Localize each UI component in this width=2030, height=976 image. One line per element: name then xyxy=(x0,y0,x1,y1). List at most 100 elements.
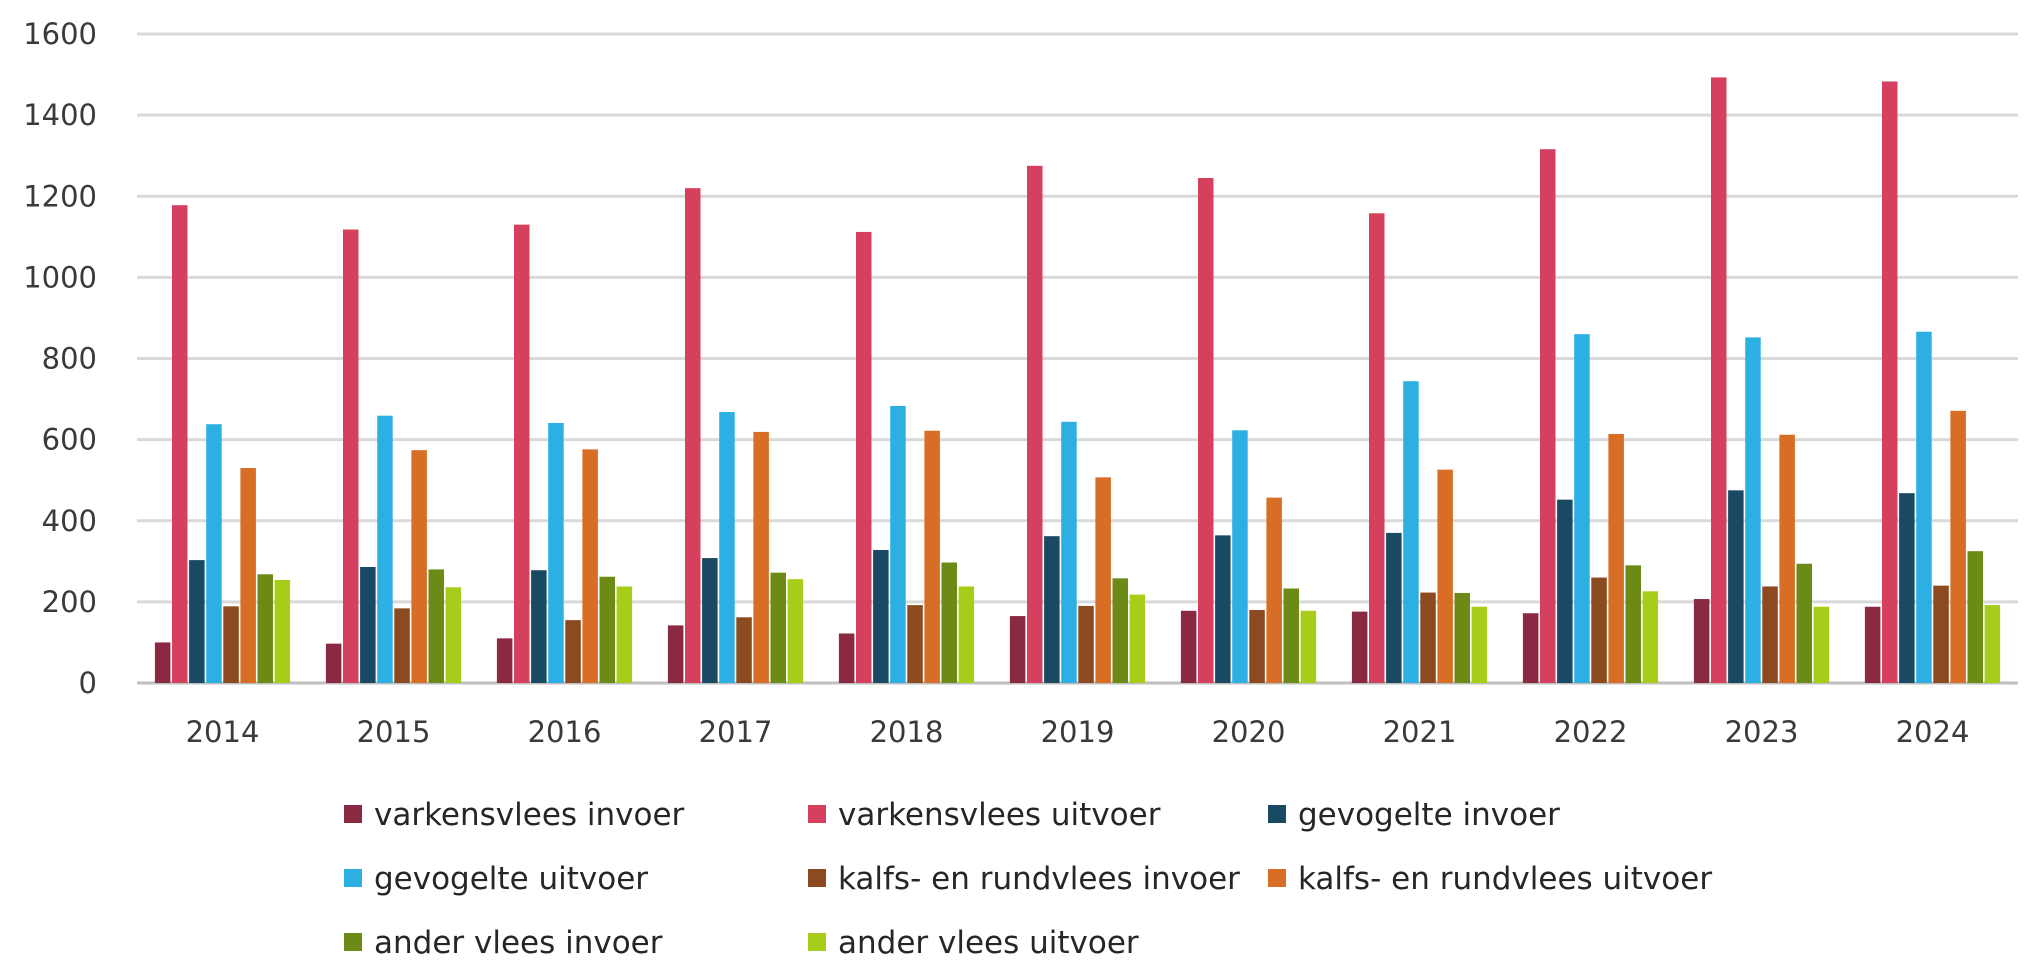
bar xyxy=(1864,606,1881,683)
y-tick-label: 1000 xyxy=(23,260,97,294)
bar xyxy=(1027,165,1043,683)
bar xyxy=(890,405,906,683)
bar xyxy=(1540,149,1556,683)
bar xyxy=(360,566,376,683)
bar xyxy=(1608,433,1624,683)
x-tick-label: 2022 xyxy=(1554,715,1628,749)
bar xyxy=(1044,536,1060,683)
bar xyxy=(1061,421,1077,683)
x-tick-label: 2024 xyxy=(1896,715,1970,749)
bar xyxy=(1642,591,1659,683)
bar xyxy=(924,430,940,683)
bar xyxy=(496,638,513,683)
bar xyxy=(958,586,975,683)
bar xyxy=(616,586,633,683)
bar xyxy=(702,558,718,683)
bar xyxy=(1009,616,1026,683)
legend-swatch xyxy=(808,805,826,823)
bar xyxy=(1557,499,1573,683)
bar xyxy=(343,229,359,684)
bar xyxy=(223,606,239,683)
legend-label: ander vlees invoer xyxy=(374,925,663,961)
bar xyxy=(1437,469,1453,683)
bar xyxy=(685,188,701,683)
bar xyxy=(565,620,581,683)
bar xyxy=(1984,605,2001,683)
bar xyxy=(428,569,444,683)
bar xyxy=(445,587,462,683)
bar xyxy=(1916,331,1932,683)
bar xyxy=(1967,551,1983,683)
x-tick-label: 2015 xyxy=(357,715,431,749)
bar xyxy=(1403,381,1419,683)
bar xyxy=(770,572,786,683)
legend-swatch xyxy=(1268,869,1286,887)
bar xyxy=(838,633,855,683)
legend-swatch xyxy=(808,933,826,951)
bar xyxy=(667,625,684,683)
bar xyxy=(1129,594,1146,683)
y-tick-label: 400 xyxy=(42,504,97,538)
bar xyxy=(1180,610,1197,683)
legend-label: gevogelte uitvoer xyxy=(374,861,648,897)
bar xyxy=(172,205,188,683)
bar xyxy=(736,617,752,683)
bar xyxy=(1351,611,1368,683)
legend-swatch xyxy=(808,869,826,887)
x-tick-label: 2021 xyxy=(1383,715,1457,749)
bar xyxy=(1471,606,1488,683)
bar xyxy=(1232,430,1248,683)
x-axis-tick-labels: 2014 2015 2016 2017 2018 2019 2020 2021 2022 2023… xyxy=(186,715,1970,749)
bar xyxy=(1249,609,1265,683)
bar xyxy=(548,422,564,683)
bar xyxy=(856,231,872,683)
legend-label: gevogelte invoer xyxy=(1298,797,1560,833)
bar xyxy=(1728,490,1744,683)
bar xyxy=(1215,535,1231,683)
x-tick-label: 2020 xyxy=(1212,715,1286,749)
bar xyxy=(1369,213,1385,683)
x-tick-label: 2019 xyxy=(1041,715,1115,749)
bar xyxy=(1095,477,1111,683)
y-tick-label: 600 xyxy=(42,423,97,457)
bar xyxy=(1112,578,1128,683)
bar xyxy=(274,579,291,683)
bar xyxy=(1762,586,1778,683)
bar xyxy=(873,549,889,683)
bar xyxy=(907,605,923,683)
legend-swatch xyxy=(344,805,362,823)
bar xyxy=(599,576,615,683)
bar xyxy=(1779,434,1795,683)
bar xyxy=(411,450,427,683)
bar xyxy=(154,642,171,683)
bar xyxy=(582,449,598,683)
legend-swatch xyxy=(1268,805,1286,823)
legend-label: kalfs- en rundvlees uitvoer xyxy=(1298,861,1712,897)
bar xyxy=(1266,497,1282,683)
legend: varkensvlees invoer varkensvlees uitvoer g… xyxy=(344,797,1712,961)
bar xyxy=(1574,334,1590,683)
y-tick-label: 0 xyxy=(79,666,97,700)
x-tick-label: 2018 xyxy=(870,715,944,749)
y-tick-label: 800 xyxy=(42,342,97,376)
x-tick-label: 2014 xyxy=(186,715,260,749)
bar xyxy=(1078,605,1094,683)
bar xyxy=(257,574,273,683)
legend-label: varkensvlees invoer xyxy=(374,797,685,833)
bar xyxy=(1899,493,1915,683)
legend-label: kalfs- en rundvlees invoer xyxy=(838,861,1240,897)
bar xyxy=(1882,81,1898,683)
y-axis-tick-labels: 0 200 400 600 800 1000 1200 1400 1600 xyxy=(23,17,97,700)
bar xyxy=(1745,337,1761,683)
bar xyxy=(753,431,769,683)
bar xyxy=(1813,606,1830,683)
bar xyxy=(531,570,547,683)
bar xyxy=(1522,613,1539,683)
bar xyxy=(1591,577,1607,683)
bar xyxy=(719,412,735,683)
bar xyxy=(514,224,530,684)
bar xyxy=(1454,592,1470,683)
bar xyxy=(206,424,222,683)
x-tick-label: 2017 xyxy=(699,715,773,749)
